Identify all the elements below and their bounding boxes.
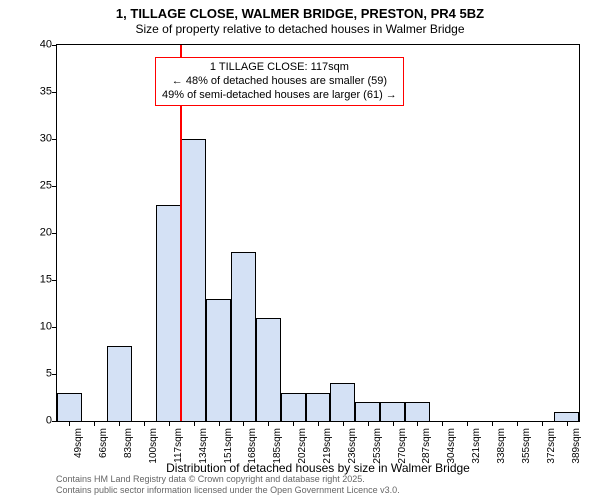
callout-line3: 49% of semi-detached houses are larger (… [162,89,397,103]
x-tick-mark [169,422,170,426]
y-tick-mark [52,139,56,140]
x-tick-label: 338sqm [496,428,507,464]
credit-line2: Contains public sector information licen… [56,485,400,496]
bar [554,412,579,421]
bar [281,393,306,421]
credit-line1: Contains HM Land Registry data © Crown c… [56,474,400,485]
y-tick-mark [52,45,56,46]
bar [206,299,231,421]
y-tick-label: 40 [0,40,52,51]
credits: Contains HM Land Registry data © Crown c… [56,474,400,497]
x-tick-label: 83sqm [123,428,134,458]
x-tick-mark [69,422,70,426]
x-tick-label: 117sqm [173,428,184,463]
x-tick-mark [343,422,344,426]
y-axis-label: Number of detached properties [8,0,22,42]
y-tick-label: 5 [0,369,52,380]
x-tick-label: 168sqm [247,428,258,464]
x-tick-label: 389sqm [571,428,582,464]
x-tick-label: 134sqm [198,428,209,464]
chart-title: 1, TILLAGE CLOSE, WALMER BRIDGE, PRESTON… [0,6,600,21]
x-tick-label: 372sqm [546,428,557,464]
y-tick-label: 15 [0,275,52,286]
y-tick-mark [52,92,56,93]
chart-container: { "chart": { "type": "histogram", "title… [0,0,600,500]
bar [231,252,256,421]
bar [256,318,281,421]
y-tick-label: 30 [0,134,52,145]
x-tick-label: 236sqm [347,428,358,464]
y-tick-mark [52,421,56,422]
x-tick-mark [144,422,145,426]
x-tick-label: 100sqm [148,428,159,464]
callout-line1: 1 TILLAGE CLOSE: 117sqm [162,61,397,75]
y-tick-mark [52,233,56,234]
x-tick-mark [368,422,369,426]
x-tick-mark [567,422,568,426]
x-tick-label: 185sqm [272,428,283,464]
bar [330,383,355,421]
bar [57,393,82,421]
x-tick-mark [94,422,95,426]
y-tick-mark [52,374,56,375]
x-tick-mark [318,422,319,426]
x-tick-mark [467,422,468,426]
bar [306,393,331,421]
x-tick-label: 270sqm [397,428,408,464]
y-tick-label: 35 [0,87,52,98]
x-tick-label: 355sqm [521,428,532,464]
bar [181,139,206,421]
x-tick-mark [219,422,220,426]
bar [355,402,380,421]
y-tick-label: 0 [0,416,52,427]
x-tick-mark [268,422,269,426]
y-tick-mark [52,280,56,281]
bar [380,402,405,421]
bar [156,205,181,421]
callout-line2: ← 48% of detached houses are smaller (59… [162,75,397,89]
y-tick-label: 10 [0,322,52,333]
x-tick-mark [119,422,120,426]
y-tick-label: 20 [0,228,52,239]
x-tick-mark [442,422,443,426]
x-tick-label: 151sqm [223,428,234,464]
y-tick-mark [52,186,56,187]
x-tick-label: 253sqm [372,428,383,464]
x-tick-mark [517,422,518,426]
x-tick-mark [417,422,418,426]
y-tick-label: 25 [0,181,52,192]
y-tick-mark [52,327,56,328]
x-tick-mark [243,422,244,426]
plot-area: 1 TILLAGE CLOSE: 117sqm ← 48% of detache… [56,44,580,422]
chart-subtitle: Size of property relative to detached ho… [0,22,600,36]
x-tick-mark [194,422,195,426]
x-tick-label: 49sqm [73,428,84,458]
callout-box: 1 TILLAGE CLOSE: 117sqm ← 48% of detache… [155,57,404,106]
x-tick-label: 66sqm [98,428,109,458]
bar [405,402,430,421]
x-tick-label: 304sqm [446,428,457,464]
x-tick-label: 219sqm [322,428,333,464]
x-tick-label: 321sqm [471,428,482,464]
x-tick-label: 202sqm [297,428,308,464]
x-tick-mark [492,422,493,426]
bar [107,346,132,421]
x-tick-mark [542,422,543,426]
x-tick-mark [293,422,294,426]
x-tick-mark [393,422,394,426]
x-tick-label: 287sqm [421,428,432,464]
